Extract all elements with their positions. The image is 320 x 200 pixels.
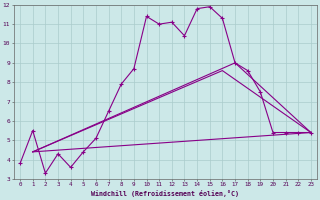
X-axis label: Windchill (Refroidissement éolien,°C): Windchill (Refroidissement éolien,°C) — [92, 190, 239, 197]
